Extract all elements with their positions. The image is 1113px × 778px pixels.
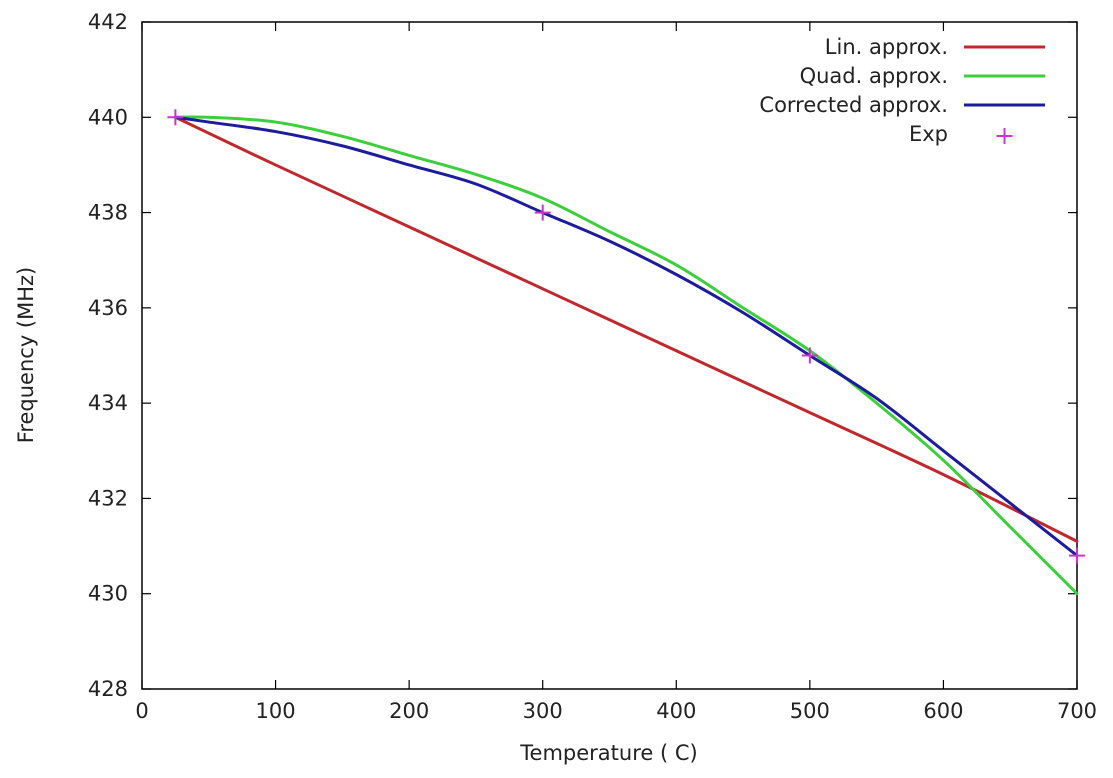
legend-label-lin-approx: Lin. approx.: [825, 35, 948, 59]
y-tick-label: 440: [88, 105, 128, 129]
x-tick-label: 200: [389, 699, 429, 723]
series-layer: [167, 109, 1085, 596]
x-tick-label: 100: [256, 699, 296, 723]
x-tick-label: 400: [656, 699, 696, 723]
series-line-quad-approx: [173, 115, 1079, 596]
x-axis-ticks: 0 100 200 300 400 500 600 700: [135, 22, 1097, 723]
legend: Lin. approx. Quad. approx. Corrected appro…: [759, 35, 1045, 146]
x-axis-title: Temperature ( C): [519, 741, 697, 765]
y-tick-label: 428: [88, 677, 128, 701]
y-tick-label: 434: [88, 391, 128, 415]
y-tick-label: 432: [88, 486, 128, 510]
y-tick-label: 438: [88, 201, 128, 225]
x-tick-label: 600: [923, 699, 963, 723]
x-tick-label: 500: [790, 699, 830, 723]
legend-swatch-exp: [996, 128, 1013, 144]
legend-label-corrected-approx: Corrected approx.: [759, 93, 948, 117]
x-tick-label: 0: [135, 699, 148, 723]
series-line-lin-approx: [173, 115, 1079, 543]
legend-label-exp: Exp: [909, 122, 948, 146]
data-point-exp: [1069, 547, 1085, 564]
y-axis-title: Frequency (MHz): [14, 267, 38, 443]
series-line-corrected-approx: [173, 115, 1079, 558]
x-tick-label: 700: [1057, 699, 1097, 723]
data-point-exp: [167, 109, 184, 126]
x-tick-label: 300: [523, 699, 563, 723]
y-tick-label: 436: [88, 296, 128, 320]
y-tick-label: 442: [88, 10, 128, 34]
data-point-exp: [801, 347, 818, 364]
y-axis-ticks: 428 430 432 434 436 438 440 442: [88, 10, 1077, 701]
data-point-exp: [534, 204, 551, 221]
plot-frame: [141, 21, 1078, 690]
legend-label-quad-approx: Quad. approx.: [800, 64, 948, 88]
y-tick-label: 430: [88, 582, 128, 606]
